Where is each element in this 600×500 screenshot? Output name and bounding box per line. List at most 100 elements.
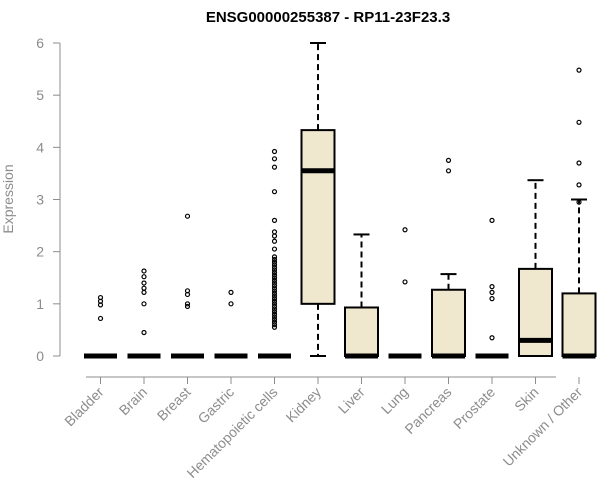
outlier-point bbox=[271, 314, 278, 320]
outlier-point bbox=[576, 119, 582, 125]
box-7 bbox=[388, 227, 422, 359]
outlier-point bbox=[97, 294, 104, 301]
outlier-point bbox=[402, 279, 408, 285]
outlier-point bbox=[445, 168, 452, 174]
outlier-point bbox=[184, 288, 191, 294]
y-tick-label: 0 bbox=[36, 348, 44, 364]
y-tick-label: 6 bbox=[36, 35, 44, 51]
outlier-point bbox=[489, 289, 495, 295]
outlier-point bbox=[271, 311, 278, 317]
outlier-point bbox=[271, 282, 278, 289]
box-6 bbox=[344, 233, 379, 359]
category-label: Brain bbox=[116, 384, 150, 418]
outlier-point bbox=[489, 296, 495, 302]
category-label: Prostate bbox=[450, 384, 498, 432]
category-label: Skin bbox=[511, 384, 542, 415]
box-10 bbox=[518, 179, 553, 357]
outlier-point bbox=[271, 262, 278, 268]
box-iqr bbox=[561, 292, 597, 357]
outlier-point bbox=[576, 160, 582, 166]
outlier-point bbox=[97, 315, 104, 322]
outlier-point bbox=[271, 264, 278, 270]
box-iqr bbox=[300, 129, 336, 305]
outlier-point bbox=[271, 288, 278, 294]
box-5 bbox=[300, 42, 336, 357]
outlier-point bbox=[271, 275, 278, 281]
outlier-point bbox=[271, 267, 278, 273]
outlier-point bbox=[271, 269, 278, 276]
outlier-point bbox=[271, 164, 278, 170]
outlier-point bbox=[271, 233, 278, 239]
box-0 bbox=[84, 294, 117, 359]
box-iqr bbox=[518, 267, 553, 357]
outlier-point bbox=[141, 268, 147, 274]
outlier-point bbox=[271, 217, 278, 223]
outlier-point bbox=[271, 301, 278, 307]
chart-title: ENSG00000255387 - RP11-23F23.3 bbox=[206, 9, 450, 26]
outlier-point bbox=[271, 319, 278, 325]
outlier-point bbox=[271, 280, 278, 286]
category-label: Pancreas bbox=[401, 384, 454, 437]
category-label: Kidney bbox=[283, 384, 325, 426]
y-tick-label: 5 bbox=[36, 87, 44, 103]
outlier-point bbox=[271, 303, 278, 310]
outlier-point bbox=[271, 293, 278, 299]
outlier-point bbox=[271, 259, 278, 265]
y-tick-label: 4 bbox=[36, 139, 44, 155]
box-iqr bbox=[431, 288, 466, 357]
box-3 bbox=[214, 289, 248, 359]
category-label: Lung bbox=[378, 384, 411, 417]
outlier-point bbox=[271, 256, 278, 263]
category-label: Unknown / Other bbox=[500, 384, 586, 470]
y-tick-label: 1 bbox=[36, 296, 44, 312]
outlier-point bbox=[271, 298, 278, 304]
outlier-point bbox=[271, 277, 278, 283]
outlier-point bbox=[184, 301, 191, 307]
y-axis-label: Expression bbox=[0, 164, 16, 233]
outlier-point bbox=[271, 296, 278, 302]
box-1 bbox=[127, 268, 161, 359]
outlier-point bbox=[271, 322, 278, 328]
outlier-point bbox=[271, 229, 278, 235]
outlier-point bbox=[445, 157, 452, 163]
outlier-point bbox=[141, 301, 147, 307]
category-label: Bladder bbox=[61, 384, 107, 430]
outlier-point bbox=[271, 306, 278, 312]
category-label: Gastric bbox=[194, 384, 237, 427]
outlier-point bbox=[184, 303, 191, 310]
outlier-point bbox=[271, 309, 278, 315]
outlier-point bbox=[271, 246, 278, 252]
category-label: Breast bbox=[154, 384, 194, 424]
category-label: Liver bbox=[335, 384, 368, 417]
outlier-point bbox=[271, 290, 278, 296]
outlier-point bbox=[402, 227, 408, 233]
outlier-point bbox=[271, 148, 278, 155]
box-9 bbox=[475, 217, 509, 359]
outlier-point bbox=[141, 274, 147, 280]
outlier-point bbox=[141, 280, 147, 286]
outlier-point bbox=[576, 67, 582, 73]
outlier-point bbox=[271, 254, 278, 260]
box-iqr bbox=[344, 306, 379, 357]
y-tick-label: 3 bbox=[36, 192, 44, 208]
outlier-point bbox=[228, 301, 234, 307]
outlier-point bbox=[141, 289, 147, 295]
outlier-point bbox=[271, 285, 278, 291]
outlier-point bbox=[271, 189, 278, 195]
outlier-point bbox=[271, 324, 278, 330]
outlier-point bbox=[228, 289, 234, 295]
outlier-point bbox=[489, 217, 495, 223]
outlier-point bbox=[271, 238, 278, 244]
y-ticks: 0 1 2 3 4 5 6 bbox=[36, 35, 60, 364]
outlier-point bbox=[489, 335, 495, 341]
outlier-point bbox=[576, 182, 582, 188]
outlier-point bbox=[184, 213, 191, 219]
outlier-point bbox=[141, 329, 147, 336]
outlier-point bbox=[141, 285, 147, 291]
box-8 bbox=[431, 157, 466, 359]
box-4 bbox=[258, 148, 291, 359]
outlier-point bbox=[576, 199, 582, 205]
outlier-point bbox=[271, 316, 278, 323]
